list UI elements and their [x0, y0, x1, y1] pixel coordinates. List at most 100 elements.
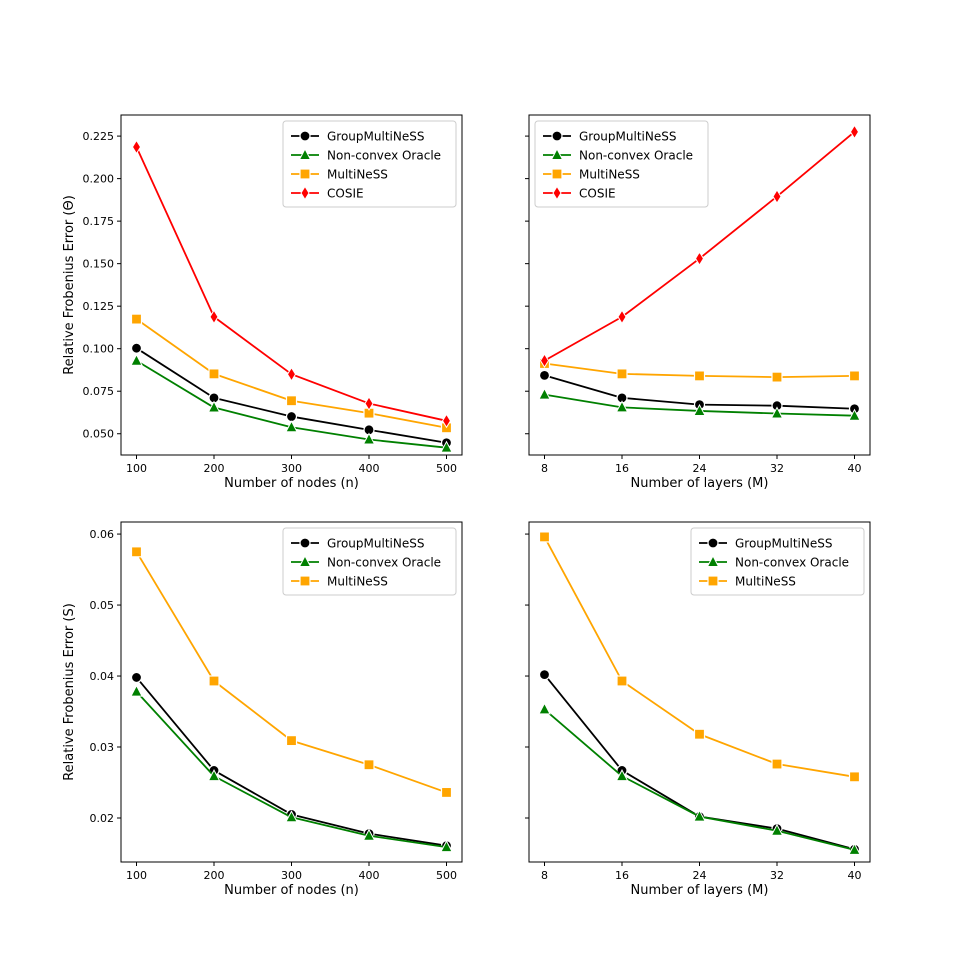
data-point-square: [130, 313, 143, 325]
x-tick-label: 24: [693, 462, 707, 475]
data-point-triangle: [130, 353, 143, 366]
data-point-square: [130, 546, 143, 558]
legend-label: GroupMultiNeSS: [327, 130, 424, 144]
panel-2: 8 16 24 32 40 Number of layers (M) GroupMultiN…: [525, 114, 871, 491]
legend-marker-circle: [299, 130, 311, 142]
legend-marker-square: [299, 575, 311, 587]
legend-label: Non-convex Oracle: [327, 556, 441, 570]
series-line-non-convex-oracle: [135, 691, 447, 848]
y-tick-label: 0.03: [90, 741, 115, 754]
data-point-diamond: [364, 396, 374, 411]
data-point-triangle: [693, 403, 706, 416]
legend-marker-square: [299, 168, 311, 180]
data-point-triangle: [440, 440, 453, 453]
data-point-triangle: [285, 420, 298, 433]
series-non-convex-oracle: [130, 684, 453, 853]
legend-marker-circle: [707, 537, 719, 549]
x-tick-label: 400: [359, 869, 380, 882]
legend-item-multiness: MultiNeSS: [291, 575, 388, 589]
x-tick-label: 16: [615, 869, 629, 882]
data-point-triangle: [207, 400, 221, 413]
x-tick-label: 400: [359, 462, 380, 475]
legend-label: MultiNeSS: [327, 168, 388, 182]
data-point-triangle: [693, 809, 706, 822]
legend-marker-triangle: [298, 147, 312, 160]
x-axis-label: Number of nodes (n): [224, 883, 359, 898]
x-tick-label: 300: [281, 869, 302, 882]
data-point-circle: [538, 669, 551, 681]
x-tick-label: 40: [848, 869, 862, 882]
y-tick-label: 0.175: [83, 215, 115, 228]
data-point-triangle: [362, 432, 376, 445]
data-point-square: [440, 786, 453, 799]
legend-label: COSIE: [579, 187, 616, 201]
legend-box: [282, 527, 457, 596]
legend-item-multiness: MultiNeSS: [543, 168, 640, 182]
legend-box: [690, 527, 865, 596]
legend-marker-diamond: [552, 185, 562, 201]
y-tick-label: 0.125: [83, 300, 115, 313]
legend-label: COSIE: [327, 187, 364, 201]
legend-item-non-convex-oracle: Non-convex Oracle: [291, 554, 441, 570]
y-tick-label: 0.050: [83, 428, 115, 441]
series-multiness: [538, 531, 861, 783]
x-axis-label: Number of nodes (n): [224, 476, 359, 491]
data-point-square: [208, 368, 220, 380]
data-point-square: [363, 759, 375, 771]
y-tick-label: 0.100: [83, 343, 115, 356]
data-point-square: [848, 771, 861, 783]
data-point-diamond: [539, 353, 550, 369]
legend: GroupMultiNeSS Non-convex Oracle MultiNeSS…: [534, 120, 709, 208]
series-cosie: [131, 139, 452, 429]
series-multiness: [130, 546, 453, 799]
y-tick-label: 0.075: [83, 385, 115, 398]
data-point-triangle: [130, 684, 143, 697]
y-tick-label: 0.150: [83, 258, 115, 271]
x-tick-label: 100: [126, 869, 147, 882]
legend-label: MultiNeSS: [735, 575, 796, 589]
data-point-circle: [130, 342, 143, 354]
data-point-square: [693, 728, 706, 740]
y-axis-label: Relative Frobenius Error (S): [62, 603, 77, 781]
legend-item-multiness: MultiNeSS: [291, 168, 388, 182]
legend-label: Non-convex Oracle: [579, 149, 693, 163]
y-tick-label: 0.04: [90, 670, 115, 683]
legend-item-cosie: COSIE: [543, 185, 616, 201]
legend: GroupMultiNeSS Non-convex Oracle MultiNeSS…: [282, 120, 457, 208]
y-tick-label: 0.06: [90, 528, 115, 541]
data-point-triangle: [207, 769, 221, 782]
data-point-diamond: [694, 251, 705, 267]
series-cosie: [539, 124, 860, 369]
legend-marker-circle: [299, 537, 311, 549]
data-point-square: [771, 371, 783, 383]
panel-1: 100 200 300 400 500 0.050 0.075 0.100 0.125 0.150…: [62, 114, 463, 491]
series-non-convex-oracle: [538, 387, 861, 421]
panel-3: 100 200 300 400 500 0.02 0.03 0.04 0.05 0.06 Numbe…: [62, 521, 463, 898]
x-tick-label: 500: [436, 462, 457, 475]
data-point-square: [285, 735, 298, 747]
data-point-triangle: [615, 769, 629, 782]
data-point-square: [616, 368, 628, 380]
legend-item-non-convex-oracle: Non-convex Oracle: [543, 147, 693, 163]
legend-item-groupmultiness: GroupMultiNeSS: [291, 130, 424, 144]
legend-box: [282, 120, 457, 208]
x-tick-label: 300: [281, 462, 302, 475]
data-point-square: [848, 370, 861, 382]
data-point-diamond: [849, 124, 860, 140]
series-non-convex-oracle: [130, 353, 453, 453]
x-tick-label: 40: [848, 462, 862, 475]
data-point-triangle: [770, 823, 784, 836]
data-point-square: [771, 758, 783, 770]
x-axis-label: Number of layers (M): [631, 883, 769, 898]
x-tick-label: 500: [436, 869, 457, 882]
data-point-diamond: [772, 189, 782, 204]
legend-label: MultiNeSS: [579, 168, 640, 182]
x-tick-label: 100: [126, 462, 147, 475]
data-point-circle: [538, 369, 551, 382]
y-tick-label: 0.200: [83, 173, 115, 186]
x-tick-label: 200: [204, 869, 225, 882]
y-tick-label: 0.05: [90, 599, 115, 612]
legend: GroupMultiNeSS Non-convex Oracle MultiNeSS: [282, 527, 457, 596]
y-tick-label: 0.02: [90, 812, 115, 825]
